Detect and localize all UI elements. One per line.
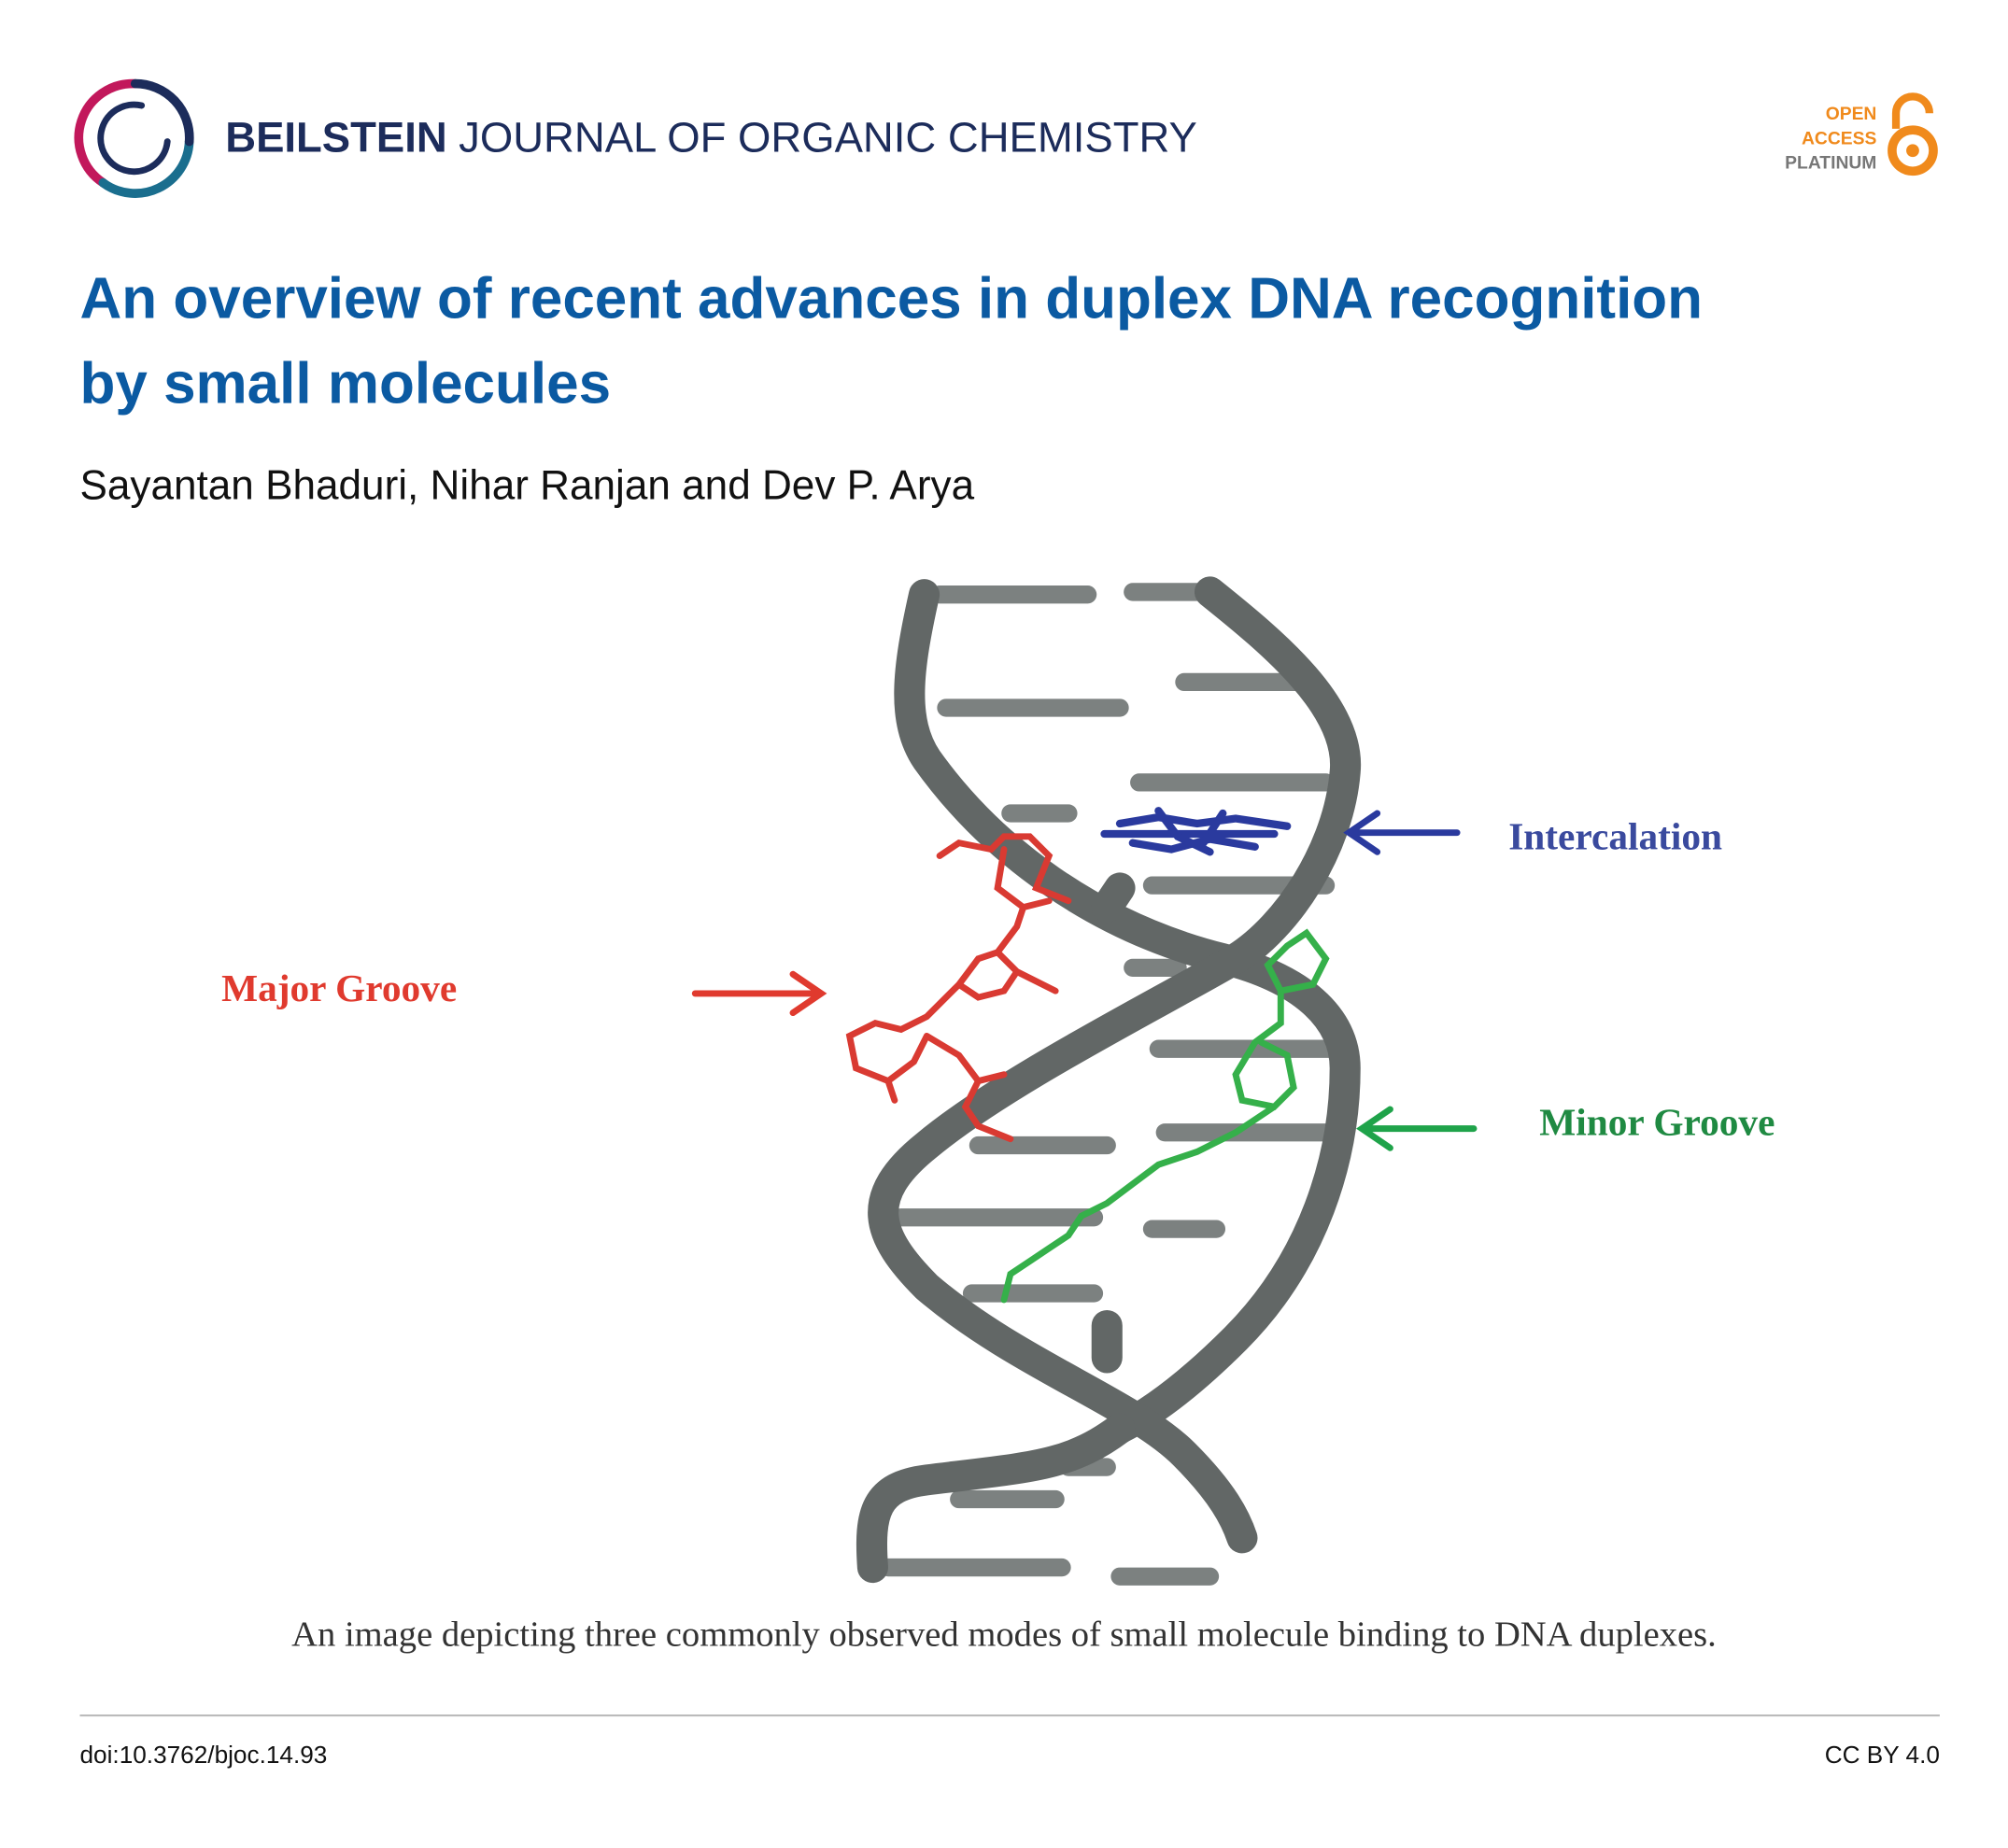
doi: doi:10.3762/bjoc.14.93 <box>80 1741 328 1769</box>
journal-logo <box>74 78 194 198</box>
dna-illustration <box>691 576 1478 1586</box>
label-minor-groove: Minor Groove <box>1539 1101 1775 1144</box>
figure-caption: An image depicting three commonly observ… <box>291 1615 1717 1655</box>
article-title: An overview of recent advances in duplex… <box>80 266 1719 416</box>
badge-access: ACCESS <box>1802 129 1876 148</box>
journal-name: BEILSTEIN JOURNAL OF ORGANIC CHEMISTRY <box>225 114 1197 162</box>
license: CC BY 4.0 <box>1825 1741 1940 1769</box>
badge-open: OPEN <box>1826 105 1877 124</box>
title-line: by small molecules <box>80 351 612 416</box>
journal-bold: BEILSTEIN <box>225 114 446 162</box>
figure-labels: Intercalation Major Groove Minor Groove <box>221 815 1775 1144</box>
authors: Sayantan Bhaduri, Nihar Ranjan and Dev P… <box>80 463 975 509</box>
open-access-badge: OPEN ACCESS PLATINUM <box>1785 92 1938 176</box>
badge-platinum: PLATINUM <box>1785 154 1876 174</box>
journal-rest: JOURNAL OF ORGANIC CHEMISTRY <box>459 114 1197 162</box>
label-major-groove: Major Groove <box>221 966 457 1009</box>
title-line: An overview of recent advances in duplex… <box>80 266 1704 331</box>
label-intercalation: Intercalation <box>1508 815 1722 858</box>
